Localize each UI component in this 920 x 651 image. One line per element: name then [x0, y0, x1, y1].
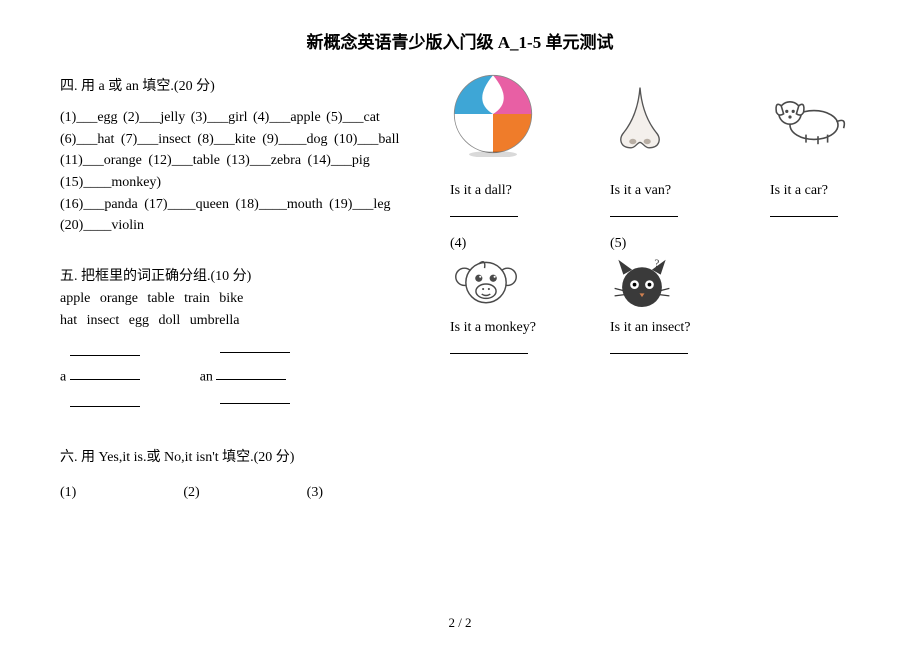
section5-blank[interactable] [216, 365, 286, 380]
q4-blank[interactable] [450, 340, 550, 359]
monkey-image [450, 254, 540, 314]
q1-caption: Is it a dall? [450, 183, 540, 199]
beachball-image [450, 71, 540, 157]
q3-caption: Is it a car? [770, 183, 860, 199]
section5-heading: 五. 把框里的词正确分组.(10 分) [60, 265, 410, 285]
section4-line5: (16)___panda (17)____queen (18)____mouth… [60, 194, 410, 216]
section5-a-label: a [60, 365, 140, 385]
section6-indices: (1) (2) (3) [60, 478, 410, 501]
section5-blankrow1 [60, 338, 410, 361]
q2-caption: Is it a van? [610, 183, 700, 199]
section5-words1: apple orange table train bike [60, 288, 410, 310]
q4-index: (4) [450, 236, 540, 252]
section5-blank[interactable] [70, 365, 140, 380]
section5-blank[interactable] [220, 389, 290, 412]
section5-blankrow2: a an [60, 365, 410, 385]
section5-blank[interactable] [60, 338, 140, 361]
section4-line2: (6)___hat (7)___insect (8)___kite (9)___… [60, 129, 410, 151]
cat-image: ? [610, 256, 700, 312]
q2-blank[interactable] [610, 203, 700, 222]
section5-blank[interactable] [60, 389, 140, 412]
section5-an-label: an [200, 365, 287, 385]
svg-text:?: ? [654, 258, 659, 270]
nose-image [610, 83, 700, 155]
q3-blank[interactable] [770, 203, 860, 222]
page-title: 新概念英语青少版入门级 A_1-5 单元测试 [60, 28, 860, 53]
section4-line1: (1)___egg (2)___jelly (3)___girl (4)___a… [60, 107, 410, 129]
section6-heading: 六. 用 Yes,it is.或 No,it isn't 填空.(20 分) [60, 446, 410, 466]
section5-words2: hat insect egg doll umbrella [60, 310, 410, 332]
section4-line3: (11)___orange (12)___table (13)___zebra … [60, 150, 410, 172]
section4-heading: 四. 用 a 或 an 填空.(20 分) [60, 75, 410, 95]
section4-line4: (15)____monkey) [60, 172, 410, 194]
q1-blank[interactable] [450, 203, 540, 222]
dog-image [770, 85, 860, 149]
q4-caption: Is it a monkey? [450, 320, 550, 336]
section5-blankrow3 [60, 389, 410, 412]
q5-index: (5) [610, 236, 700, 252]
section5-blank[interactable] [220, 338, 290, 361]
q5-blank[interactable] [610, 340, 710, 359]
page-footer: 2 / 2 [0, 615, 920, 631]
q5-caption: Is it an insect? [610, 320, 710, 336]
section4-line6: (20)____violin [60, 215, 410, 237]
